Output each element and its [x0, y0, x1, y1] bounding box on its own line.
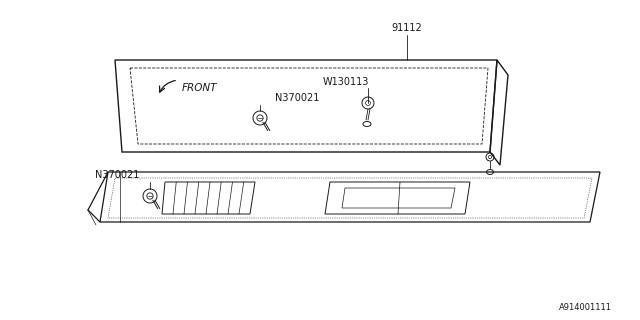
Text: N370021: N370021 — [275, 93, 319, 103]
Text: A914001111: A914001111 — [559, 303, 612, 313]
Text: W130113: W130113 — [323, 77, 369, 87]
Circle shape — [488, 156, 492, 159]
Text: FRONT: FRONT — [182, 83, 218, 93]
Text: 91112: 91112 — [392, 23, 422, 33]
Text: N370021: N370021 — [95, 170, 140, 180]
Circle shape — [365, 100, 371, 105]
